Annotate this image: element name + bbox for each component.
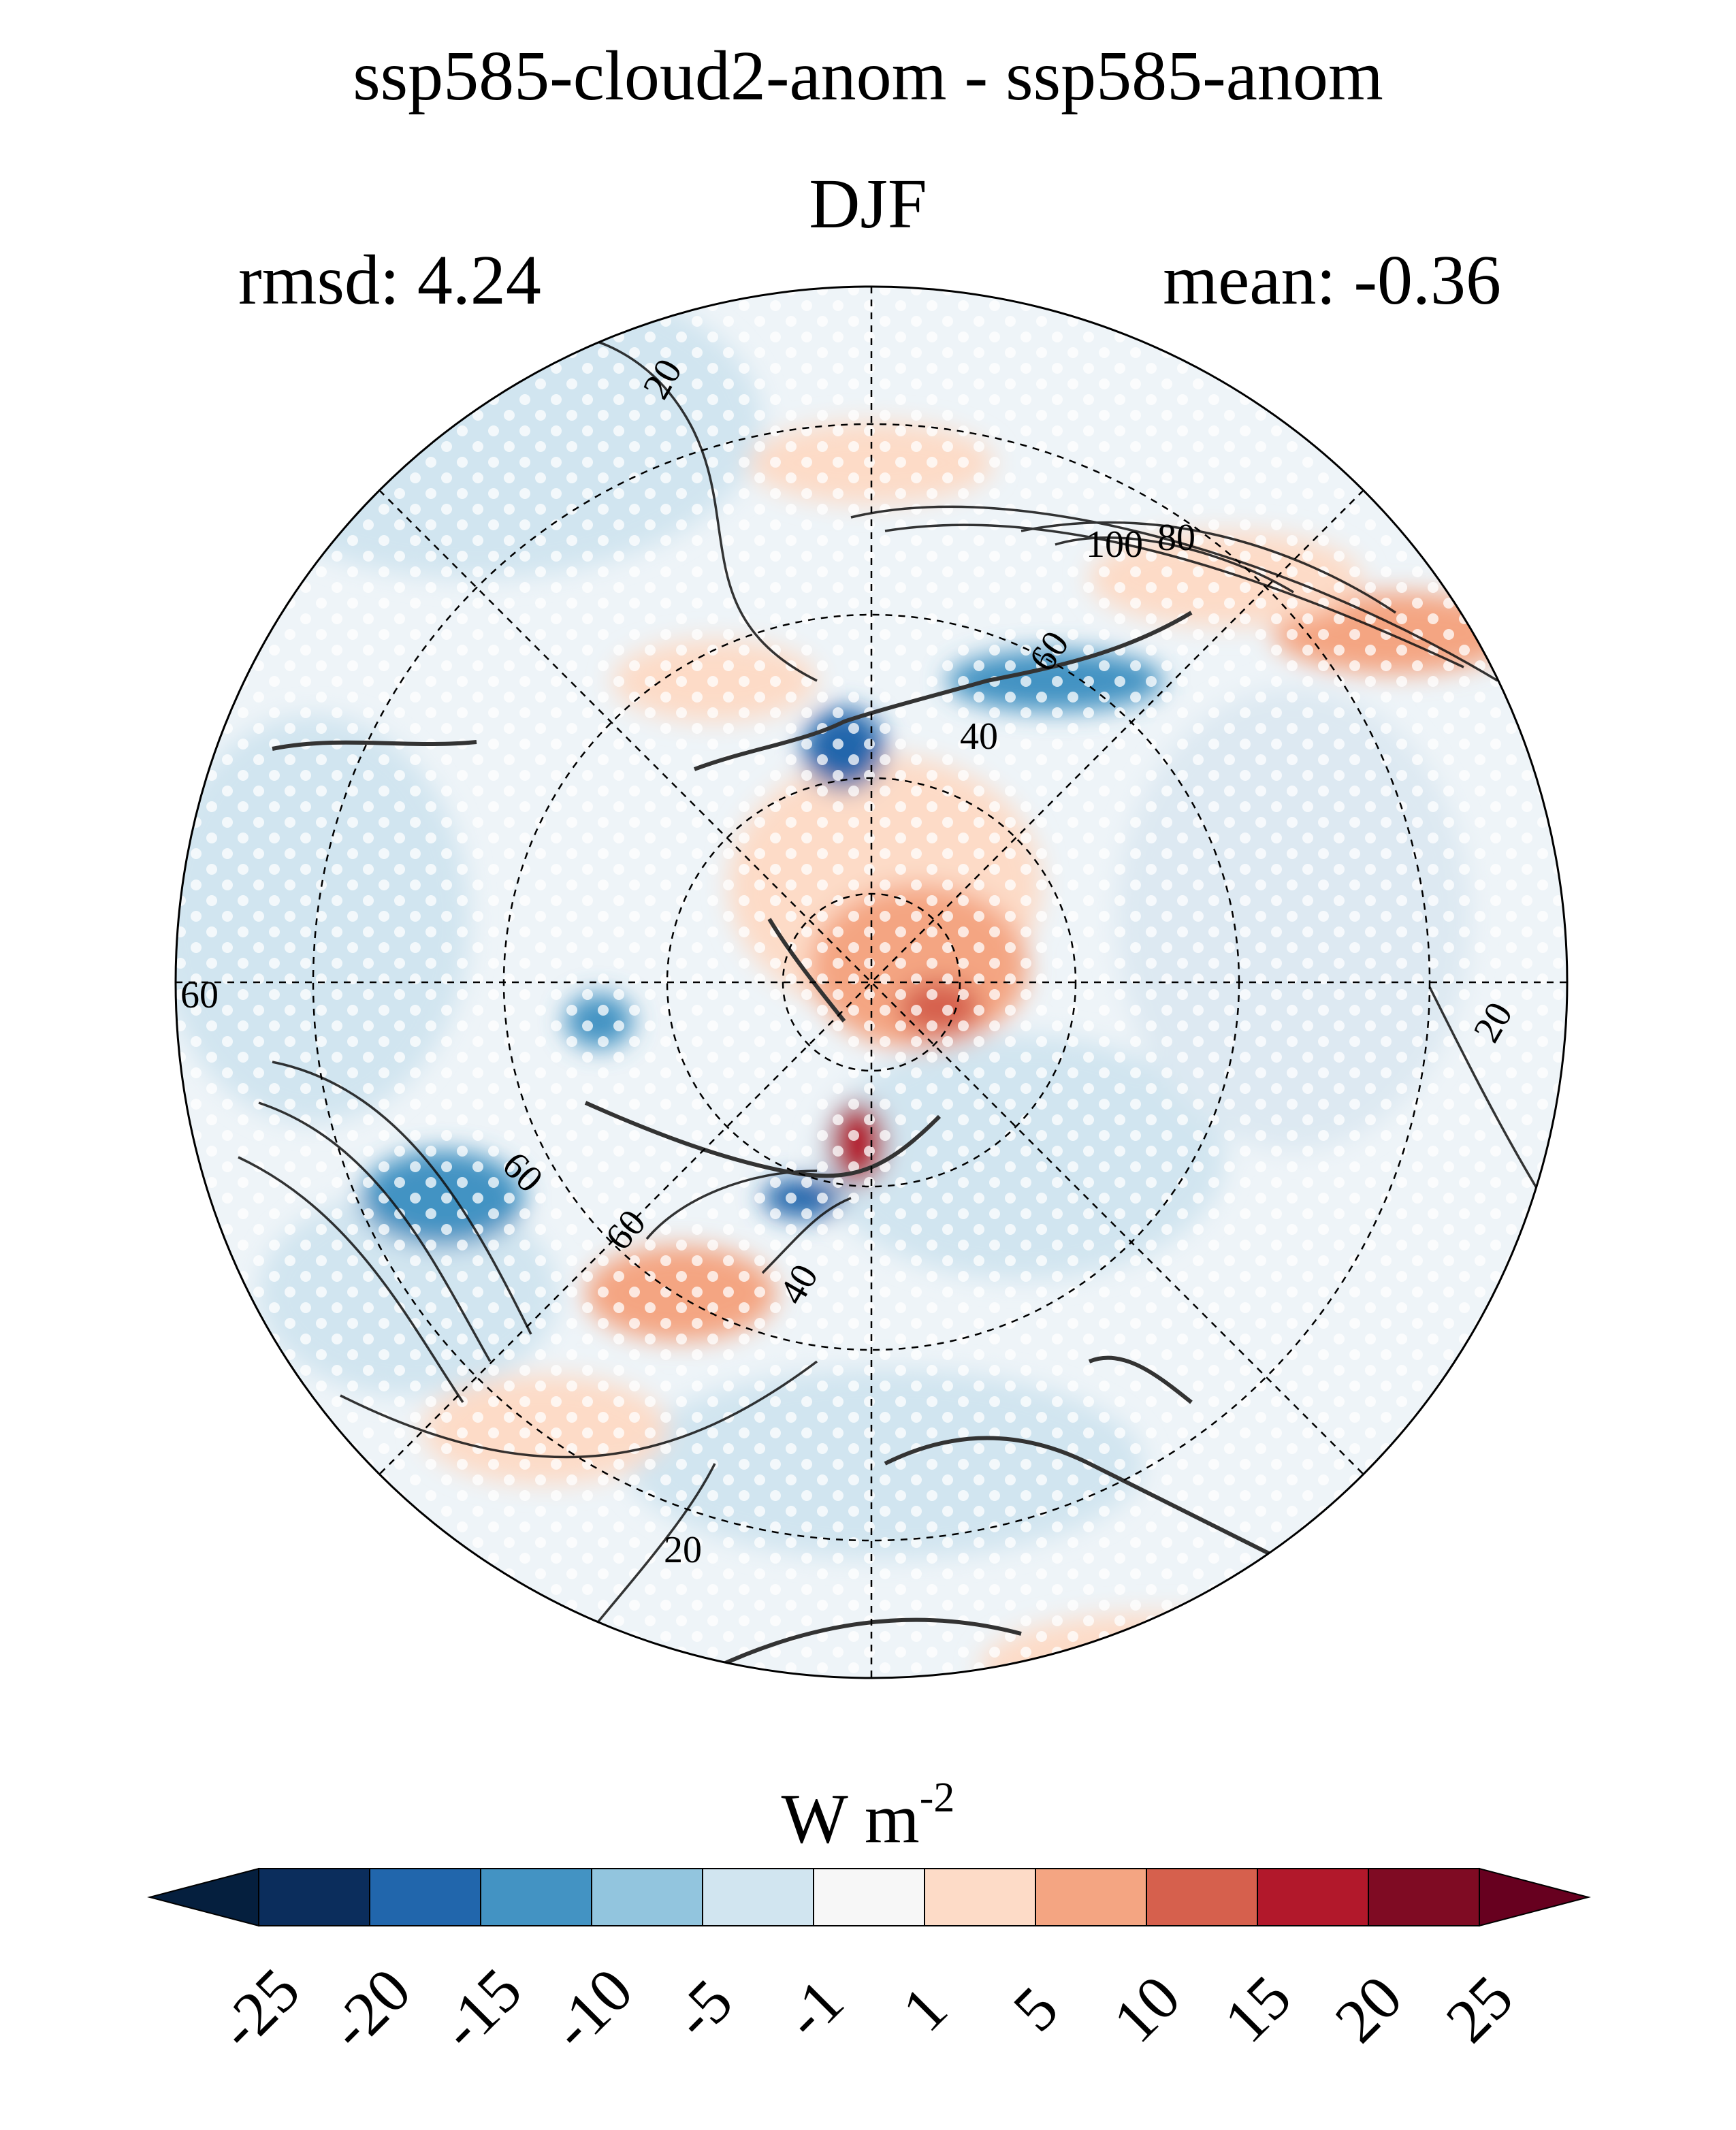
colorbar-bin [924, 1868, 1036, 1926]
colorbar-bin [1035, 1868, 1147, 1926]
colorbar-bin [813, 1868, 925, 1926]
colorbar-bin [480, 1868, 592, 1926]
colorbar-under-arrow [147, 1867, 259, 1927]
contour-label: 80 [1157, 517, 1195, 559]
graticule [176, 287, 1567, 1678]
colorbar-bin [1146, 1868, 1258, 1926]
colorbar-bin [258, 1868, 370, 1926]
units-exponent: -2 [919, 1775, 955, 1821]
contour-label: 100 [1086, 523, 1143, 566]
season-label: DJF [809, 165, 927, 243]
mean-label: mean: -0.36 [1163, 241, 1501, 319]
colorbar-boxes [147, 1867, 1591, 1927]
contour-label: 60 [180, 974, 219, 1016]
units-base: W m [781, 1779, 920, 1858]
contour-label: 40 [960, 715, 998, 758]
figure-title: ssp585-cloud2-anom - ssp585-anom [353, 37, 1383, 115]
colorbar-bin [702, 1868, 814, 1926]
contour-lines [238, 330, 1540, 1678]
colorbar-bin [1368, 1868, 1480, 1926]
colorbar-bin [369, 1868, 481, 1926]
colorbar-bin [1257, 1868, 1369, 1926]
colorbar-units: W m-2 [0, 1777, 1736, 1855]
contour-label: 20 [664, 1529, 702, 1571]
colorbar-bin [591, 1868, 703, 1926]
coastlines [272, 611, 1295, 1670]
map-boundary [174, 285, 1569, 1679]
rmsd-label: rmsd: 4.24 [238, 241, 541, 319]
colorbar-over-arrow [1479, 1867, 1591, 1927]
